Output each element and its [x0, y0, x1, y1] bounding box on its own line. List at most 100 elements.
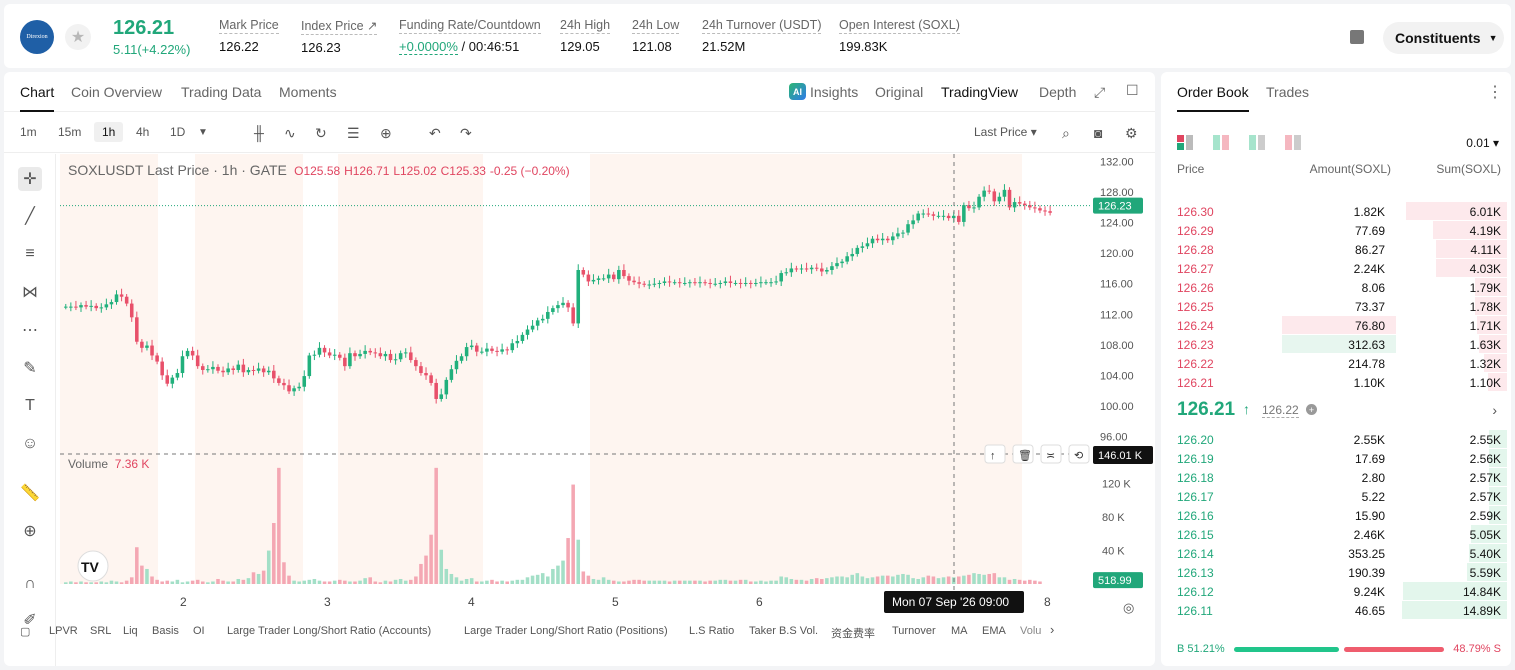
indicator-funding-rate[interactable]: 资金费率 — [831, 628, 875, 640]
view-original[interactable]: Original — [875, 84, 924, 100]
interval-15m[interactable]: 15m — [58, 125, 82, 139]
view-tradingview[interactable]: TradingView — [941, 84, 1019, 100]
indicator-volume[interactable]: Volu — [1020, 625, 1042, 637]
brush-icon[interactable]: ✎ — [23, 360, 37, 377]
more-icon[interactable]: ⋮ — [1487, 84, 1503, 101]
volume-bar — [221, 580, 225, 584]
text-tool-icon[interactable]: T — [25, 397, 35, 414]
ask-row[interactable]: 126.22 214.78 1.32K — [1161, 354, 1511, 373]
pencil-lock-icon[interactable]: ✐ — [23, 612, 37, 629]
tab-coin-overview[interactable]: Coin Overview — [71, 84, 163, 100]
candle-body — [840, 261, 844, 264]
view-depth[interactable]: Depth — [1039, 84, 1077, 100]
indicator-ma[interactable]: MA — [951, 625, 968, 637]
stat-index-price[interactable]: Index Price ↗ 126.23 — [301, 19, 378, 55]
interval-dropdown-icon[interactable]: ▼ — [198, 127, 208, 138]
fib-icon[interactable]: ⋯ — [22, 322, 38, 339]
indicators-icon[interactable]: ∿ — [284, 125, 296, 141]
indicator-lpvr[interactable]: LPVR — [49, 625, 78, 637]
bid-row[interactable]: 126.11 46.65 14.89K — [1161, 601, 1511, 620]
indicator-basis[interactable]: Basis — [152, 625, 179, 637]
depth-bar — [1489, 430, 1507, 448]
compare-icon[interactable]: ↻ — [315, 125, 327, 141]
indicator-oi[interactable]: OI — [193, 625, 205, 637]
volume-bar — [495, 581, 499, 584]
indicator-large-trader-accounts[interactable]: Large Trader Long/Short Ratio (Accounts) — [227, 625, 432, 637]
indicator-icon[interactable]: ▢ — [20, 626, 31, 638]
favorite-star-icon[interactable]: ★ — [65, 24, 91, 50]
indicator-taker-bs-vol[interactable]: Taker B.S Vol. — [749, 625, 819, 637]
ask-row[interactable]: 126.28 86.27 4.11K — [1161, 240, 1511, 259]
amount-highlight — [1282, 316, 1396, 334]
bid-row[interactable]: 126.17 5.22 2.57K — [1161, 487, 1511, 506]
book-icon[interactable] — [1350, 30, 1364, 44]
interval-1h[interactable]: 1h — [94, 122, 124, 142]
indicator-turnover[interactable]: Turnover — [892, 625, 936, 637]
tab-chart[interactable]: Chart — [20, 84, 55, 112]
candlestick-chart[interactable]: 132.00 128.00 124.00 120.00 116.00 112.00 108.… — [60, 154, 1155, 619]
interval-1d[interactable]: 1D — [170, 125, 186, 139]
price-type-select[interactable]: Last Price ▾ — [974, 125, 1037, 139]
insights-button[interactable]: Insights — [810, 84, 859, 100]
bid-row[interactable]: 126.16 15.90 2.59K — [1161, 506, 1511, 525]
ask-row[interactable]: 126.25 73.37 1.78K — [1161, 297, 1511, 316]
chevron-right-icon[interactable]: › — [1050, 622, 1055, 637]
crosshair-icon[interactable]: ✛ — [18, 167, 42, 191]
bid-row[interactable]: 126.12 9.24K 14.84K — [1161, 582, 1511, 601]
gear-icon[interactable]: ⚙ — [1125, 125, 1138, 141]
constituents-dropdown[interactable]: Constituents ▼ — [1383, 22, 1504, 54]
info-icon[interactable]: + — [1306, 404, 1317, 415]
tick-size-select[interactable]: 0.01 ▾ — [1466, 136, 1499, 150]
candle-body — [855, 247, 860, 254]
ask-row[interactable]: 126.29 77.69 4.19K — [1161, 221, 1511, 240]
magnet-icon[interactable]: ∩ — [24, 575, 36, 592]
chevron-right-icon[interactable]: › — [1492, 402, 1497, 418]
indicator-ema[interactable]: EMA — [982, 625, 1006, 637]
indicator-ls-ratio[interactable]: L.S Ratio — [689, 625, 735, 637]
trend-line-icon[interactable]: ╱ — [25, 208, 35, 225]
interval-4h[interactable]: 4h — [136, 125, 150, 139]
volume-bar — [617, 581, 621, 584]
camera-icon[interactable]: ◙ — [1094, 125, 1103, 141]
ask-row[interactable]: 126.21 1.10K 1.10K — [1161, 373, 1511, 392]
volume-bar — [312, 578, 317, 584]
undo-icon[interactable]: ↶ — [429, 125, 441, 141]
window-icon[interactable]: ☐ — [1126, 82, 1139, 98]
bid-row[interactable]: 126.20 2.55K 2.55K — [1161, 430, 1511, 449]
template-icon[interactable]: ☰ — [347, 125, 360, 141]
bid-row[interactable]: 126.15 2.46K 5.05K — [1161, 525, 1511, 544]
zoom-in-icon[interactable]: ⊕ — [23, 523, 37, 540]
bid-row[interactable]: 126.13 190.39 5.59K — [1161, 563, 1511, 582]
bid-row[interactable]: 126.19 17.69 2.56K — [1161, 449, 1511, 468]
expand-icon[interactable]: ⤢ — [1094, 84, 1106, 100]
emoji-icon[interactable]: ☺ — [21, 435, 39, 452]
ruler-icon[interactable]: 📏 — [20, 485, 40, 502]
search-icon[interactable]: ⌕ — [1062, 125, 1070, 141]
ask-row[interactable]: 126.26 8.06 1.79K — [1161, 278, 1511, 297]
tab-trades[interactable]: Trades — [1266, 84, 1310, 100]
volume-bar — [251, 572, 256, 584]
ask-row[interactable]: 126.30 1.82K 6.01K — [1161, 202, 1511, 221]
candle-type-icon[interactable]: ╫ — [254, 125, 264, 141]
horizontal-lines-icon[interactable]: ≡ — [25, 245, 35, 262]
bid-row[interactable]: 126.18 2.80 2.57K — [1161, 468, 1511, 487]
indicator-srl[interactable]: SRL — [90, 625, 112, 637]
price-tick-label: 100.00 — [1100, 401, 1134, 413]
pattern-icon[interactable]: ⋈ — [22, 284, 38, 301]
add-alert-icon[interactable]: ⊕ — [380, 125, 392, 141]
ask-row[interactable]: 126.27 2.24K 4.03K — [1161, 259, 1511, 278]
bid-row[interactable]: 126.14 353.25 5.40K — [1161, 544, 1511, 563]
tab-moments[interactable]: Moments — [279, 84, 337, 100]
redo-icon[interactable]: ↷ — [460, 125, 472, 141]
volume-bar — [403, 580, 408, 584]
orderbook-view-icons[interactable] — [1177, 134, 1307, 152]
sell-ratio-bar — [1344, 647, 1444, 652]
indicator-liq[interactable]: Liq — [123, 625, 138, 637]
ask-row[interactable]: 126.23 312.63 1.63K — [1161, 335, 1511, 354]
indicator-large-trader-positions[interactable]: Large Trader Long/Short Ratio (Positions… — [464, 625, 668, 637]
tab-order-book[interactable]: Order Book — [1177, 84, 1249, 112]
interval-1m[interactable]: 1m — [20, 125, 37, 139]
tab-trading-data[interactable]: Trading Data — [181, 84, 262, 100]
volume-bar — [434, 467, 438, 584]
ask-row[interactable]: 126.24 76.80 1.71K — [1161, 316, 1511, 335]
